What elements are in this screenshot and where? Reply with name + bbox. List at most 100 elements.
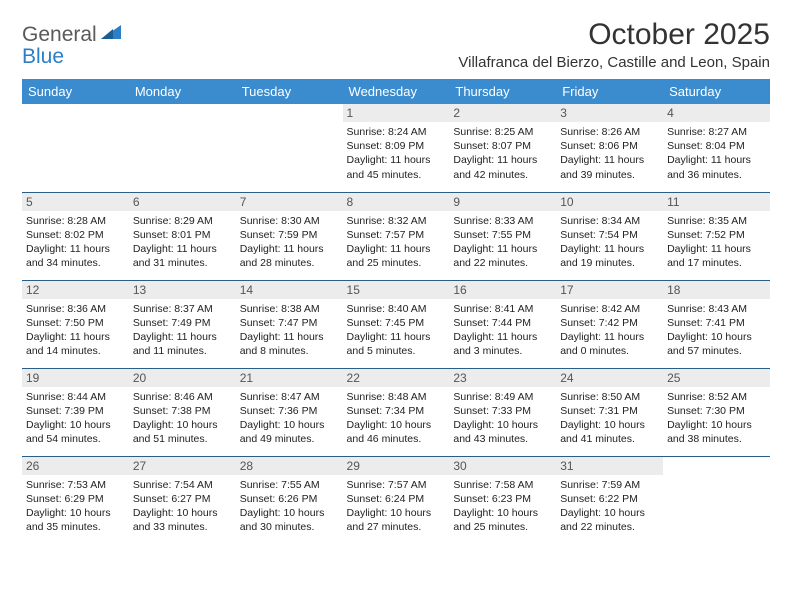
sunset-line: Sunset: 7:33 PM xyxy=(453,404,552,418)
day-details: Sunrise: 8:30 AMSunset: 7:59 PMDaylight:… xyxy=(240,214,339,271)
calendar-cell: 22Sunrise: 8:48 AMSunset: 7:34 PMDayligh… xyxy=(343,368,450,456)
calendar-cell: 9 Sunrise: 8:33 AMSunset: 7:55 PMDaylight… xyxy=(449,192,556,280)
daylight-line: Daylight: 10 hours and 57 minutes. xyxy=(667,330,766,358)
brand-logo: General Blue xyxy=(22,18,121,68)
calendar-cell: 13Sunrise: 8:37 AMSunset: 7:49 PMDayligh… xyxy=(129,280,236,368)
day-details: Sunrise: 7:58 AMSunset: 6:23 PMDaylight:… xyxy=(453,478,552,535)
day-header-row: Sunday Monday Tuesday Wednesday Thursday… xyxy=(22,79,770,104)
sunset-line: Sunset: 7:36 PM xyxy=(240,404,339,418)
day-number: 5 xyxy=(22,193,129,211)
calendar-cell: 2Sunrise: 8:25 AMSunset: 8:07 PMDaylight… xyxy=(449,104,556,192)
day-details: Sunrise: 8:33 AMSunset: 7:55 PMDaylight:… xyxy=(453,214,552,271)
daylight-line: Daylight: 10 hours and 22 minutes. xyxy=(560,506,659,534)
sunrise-line: Sunrise: 8:25 AM xyxy=(453,125,552,139)
sunset-line: Sunset: 7:52 PM xyxy=(667,228,766,242)
sunset-line: Sunset: 7:30 PM xyxy=(667,404,766,418)
day-details: Sunrise: 8:25 AMSunset: 8:07 PMDaylight:… xyxy=(453,125,552,182)
day-number: 18 xyxy=(663,281,770,299)
calendar-cell: 18 Sunrise: 8:43 AMSunset: 7:41 PMDayligh… xyxy=(663,280,770,368)
sunrise-line: Sunrise: 8:37 AM xyxy=(133,302,232,316)
daylight-line: Daylight: 11 hours and 36 minutes. xyxy=(667,153,766,181)
sunset-line: Sunset: 7:50 PM xyxy=(26,316,125,330)
day-details: Sunrise: 8:28 AMSunset: 8:02 PMDaylight:… xyxy=(26,214,125,271)
location-subtitle: Villafranca del Bierzo, Castille and Leo… xyxy=(458,54,770,71)
sunrise-line: Sunrise: 7:53 AM xyxy=(26,478,125,492)
day-number: 29 xyxy=(343,457,450,475)
month-title: October 2025 xyxy=(458,18,770,52)
calendar-cell: 11Sunrise: 8:35 AMSunset: 7:52 PMDayligh… xyxy=(663,192,770,280)
brand-triangle-icon xyxy=(101,25,121,39)
sunset-line: Sunset: 8:02 PM xyxy=(26,228,125,242)
day-header: Friday xyxy=(556,79,663,104)
calendar-cell: 31Sunrise: 7:59 AMSunset: 6:22 PMDayligh… xyxy=(556,456,663,544)
daylight-line: Daylight: 11 hours and 31 minutes. xyxy=(133,242,232,270)
calendar-cell: 27Sunrise: 7:54 AMSunset: 6:27 PMDayligh… xyxy=(129,456,236,544)
sunrise-line: Sunrise: 8:26 AM xyxy=(560,125,659,139)
calendar-cell: 8 Sunrise: 8:32 AMSunset: 7:57 PMDaylight… xyxy=(343,192,450,280)
calendar-row: 19Sunrise: 8:44 AMSunset: 7:39 PMDayligh… xyxy=(22,368,770,456)
calendar-cell xyxy=(236,104,343,192)
calendar-cell xyxy=(22,104,129,192)
calendar-cell: 7 Sunrise: 8:30 AMSunset: 7:59 PMDaylight… xyxy=(236,192,343,280)
calendar-cell xyxy=(663,456,770,544)
calendar-row: 12Sunrise: 8:36 AMSunset: 7:50 PMDayligh… xyxy=(22,280,770,368)
sunrise-line: Sunrise: 8:43 AM xyxy=(667,302,766,316)
day-number: 11 xyxy=(663,193,770,211)
sunrise-line: Sunrise: 8:36 AM xyxy=(26,302,125,316)
calendar-cell: 17Sunrise: 8:42 AMSunset: 7:42 PMDayligh… xyxy=(556,280,663,368)
day-number: 9 xyxy=(449,193,556,211)
sunrise-line: Sunrise: 8:44 AM xyxy=(26,390,125,404)
day-details: Sunrise: 8:24 AMSunset: 8:09 PMDaylight:… xyxy=(347,125,446,182)
day-number: 27 xyxy=(129,457,236,475)
day-number: 10 xyxy=(556,193,663,211)
sunset-line: Sunset: 7:44 PM xyxy=(453,316,552,330)
day-header: Thursday xyxy=(449,79,556,104)
calendar-cell: 10Sunrise: 8:34 AMSunset: 7:54 PMDayligh… xyxy=(556,192,663,280)
day-details: Sunrise: 8:26 AMSunset: 8:06 PMDaylight:… xyxy=(560,125,659,182)
sunset-line: Sunset: 7:38 PM xyxy=(133,404,232,418)
sunset-line: Sunset: 7:59 PM xyxy=(240,228,339,242)
header: General Blue October 2025 Villafranca de… xyxy=(22,18,770,71)
sunset-line: Sunset: 7:41 PM xyxy=(667,316,766,330)
day-number: 17 xyxy=(556,281,663,299)
day-number: 20 xyxy=(129,369,236,387)
sunrise-line: Sunrise: 7:59 AM xyxy=(560,478,659,492)
day-header: Tuesday xyxy=(236,79,343,104)
sunset-line: Sunset: 7:54 PM xyxy=(560,228,659,242)
title-block: October 2025 Villafranca del Bierzo, Cas… xyxy=(458,18,770,71)
day-number: 14 xyxy=(236,281,343,299)
sunset-line: Sunset: 7:42 PM xyxy=(560,316,659,330)
calendar-row: 26Sunrise: 7:53 AMSunset: 6:29 PMDayligh… xyxy=(22,456,770,544)
sunrise-line: Sunrise: 8:29 AM xyxy=(133,214,232,228)
calendar-cell: 6Sunrise: 8:29 AMSunset: 8:01 PMDaylight… xyxy=(129,192,236,280)
sunrise-line: Sunrise: 7:55 AM xyxy=(240,478,339,492)
calendar-cell: 30Sunrise: 7:58 AMSunset: 6:23 PMDayligh… xyxy=(449,456,556,544)
calendar-cell: 26Sunrise: 7:53 AMSunset: 6:29 PMDayligh… xyxy=(22,456,129,544)
sunrise-line: Sunrise: 8:50 AM xyxy=(560,390,659,404)
day-number: 7 xyxy=(236,193,343,211)
day-number: 8 xyxy=(343,193,450,211)
sunrise-line: Sunrise: 8:32 AM xyxy=(347,214,446,228)
sunrise-line: Sunrise: 8:33 AM xyxy=(453,214,552,228)
sunrise-line: Sunrise: 8:35 AM xyxy=(667,214,766,228)
day-number: 25 xyxy=(663,369,770,387)
calendar-cell: 14Sunrise: 8:38 AMSunset: 7:47 PMDayligh… xyxy=(236,280,343,368)
day-number: 13 xyxy=(129,281,236,299)
day-number: 24 xyxy=(556,369,663,387)
daylight-line: Daylight: 10 hours and 46 minutes. xyxy=(347,418,446,446)
daylight-line: Daylight: 10 hours and 51 minutes. xyxy=(133,418,232,446)
sunset-line: Sunset: 8:06 PM xyxy=(560,139,659,153)
day-details: Sunrise: 7:57 AMSunset: 6:24 PMDaylight:… xyxy=(347,478,446,535)
sunset-line: Sunset: 8:04 PM xyxy=(667,139,766,153)
sunrise-line: Sunrise: 8:30 AM xyxy=(240,214,339,228)
day-header: Wednesday xyxy=(343,79,450,104)
sunset-line: Sunset: 7:57 PM xyxy=(347,228,446,242)
day-details: Sunrise: 8:48 AMSunset: 7:34 PMDaylight:… xyxy=(347,390,446,447)
daylight-line: Daylight: 11 hours and 28 minutes. xyxy=(240,242,339,270)
calendar-cell: 3Sunrise: 8:26 AMSunset: 8:06 PMDaylight… xyxy=(556,104,663,192)
calendar-cell: 25Sunrise: 8:52 AMSunset: 7:30 PMDayligh… xyxy=(663,368,770,456)
day-header: Saturday xyxy=(663,79,770,104)
daylight-line: Daylight: 11 hours and 25 minutes. xyxy=(347,242,446,270)
sunset-line: Sunset: 6:23 PM xyxy=(453,492,552,506)
calendar-cell: 21Sunrise: 8:47 AMSunset: 7:36 PMDayligh… xyxy=(236,368,343,456)
